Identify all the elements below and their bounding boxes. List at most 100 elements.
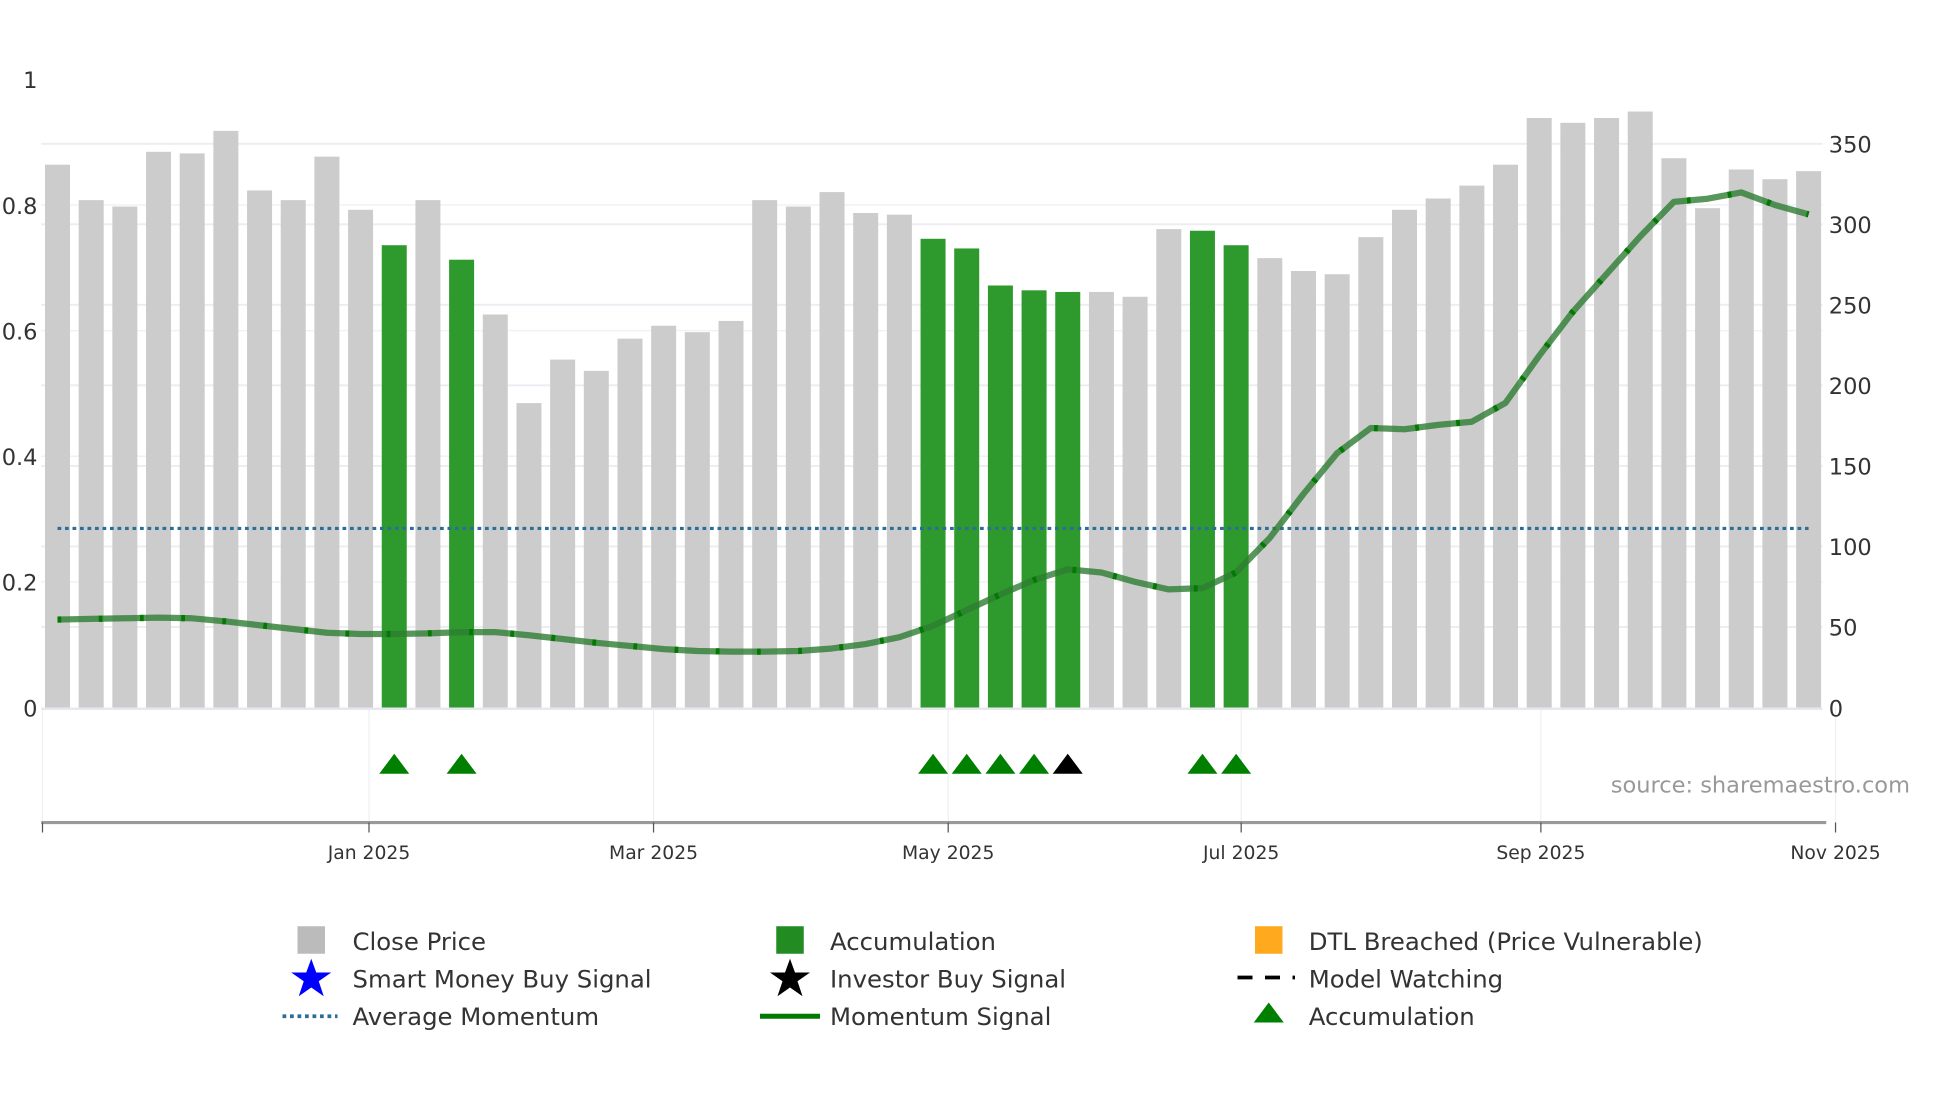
accumulation-bar — [1223, 245, 1249, 708]
legend-accumulation-square-icon — [776, 926, 804, 954]
close-price-bar — [415, 200, 441, 708]
close-price-bar — [651, 325, 677, 708]
close-price-bar — [1493, 164, 1519, 708]
accumulation-bar — [920, 238, 946, 708]
right-tick-label: 200 — [1829, 374, 1872, 400]
accumulation-triangle-marker — [1187, 753, 1218, 774]
close-price-bar — [718, 320, 744, 708]
right-tick-label: 250 — [1829, 294, 1872, 320]
close-price-bar — [617, 338, 643, 708]
close-price-bar — [853, 213, 879, 708]
signal-markers — [379, 753, 1252, 774]
legend-dtl-breached: DTL Breached (Price Vulnerable) — [1309, 927, 1703, 956]
legend-close-price-icon — [297, 926, 325, 954]
close-price-bar — [314, 156, 340, 708]
close-price-bar — [516, 403, 542, 708]
legend-investor-buy: Investor Buy Signal — [830, 965, 1066, 994]
close-price-bar — [1324, 274, 1350, 708]
close-price-bar — [146, 151, 172, 708]
accumulation-triangle-marker — [918, 753, 949, 774]
right-tick-label: 50 — [1829, 616, 1858, 642]
close-price-bar — [112, 206, 138, 708]
price-bars — [45, 111, 1822, 708]
close-price-bar — [1122, 296, 1148, 708]
accumulation-bar — [1021, 290, 1047, 708]
close-price-bar — [752, 200, 778, 708]
legend-model-watching: Model Watching — [1309, 965, 1503, 994]
accumulation-triangle-marker — [1019, 753, 1050, 774]
legend-black-star-icon — [770, 958, 810, 997]
accumulation-bar — [381, 245, 407, 708]
close-price-bar — [179, 153, 205, 708]
close-price-bar — [247, 190, 273, 708]
close-price-bar — [1762, 179, 1788, 708]
accumulation-bar — [987, 285, 1013, 708]
source-label: source: sharemaestro.com — [1611, 773, 1910, 799]
right-tick-label: 100 — [1829, 535, 1872, 561]
close-price-bar — [1425, 198, 1451, 708]
legend-accumulation-bar: Accumulation — [830, 927, 996, 956]
close-price-bar — [1695, 208, 1721, 708]
close-price-bar — [1796, 171, 1822, 708]
close-price-bar — [482, 314, 508, 708]
x-tick-label: May 2025 — [902, 843, 994, 864]
accumulation-triangle-marker — [985, 753, 1016, 774]
legend-green-triangle-icon — [1253, 1002, 1284, 1023]
legend-blue-star-icon — [291, 958, 332, 997]
momentum-lines — [57, 189, 1810, 655]
x-tick-label: Jul 2025 — [1202, 843, 1279, 864]
close-price-bar — [1661, 158, 1687, 708]
close-price-bar — [213, 130, 239, 708]
close-price-bar — [1358, 237, 1384, 708]
x-tick-label: Sep 2025 — [1496, 843, 1585, 864]
accumulation-bar — [1055, 291, 1081, 708]
momentum-signal-line — [57, 189, 1810, 655]
x-tick-label: Mar 2025 — [609, 843, 698, 864]
accumulation-bar — [1189, 230, 1215, 708]
x-tick-label: Nov 2025 — [1790, 843, 1880, 864]
close-price-bar — [78, 200, 104, 708]
accumulation-triangle-marker — [951, 753, 982, 774]
accumulation-triangle-marker — [1221, 753, 1252, 774]
close-price-bar — [886, 214, 912, 708]
close-price-bar — [1392, 209, 1417, 708]
close-price-bar — [1526, 117, 1552, 708]
left-tick-label: 0.6 — [2, 319, 38, 345]
close-price-bar — [1156, 229, 1182, 708]
left-tick-label: 0.2 — [2, 571, 38, 597]
close-price-bar — [684, 332, 710, 708]
close-price-bar — [45, 164, 70, 708]
accumulation-bar — [954, 248, 980, 708]
accumulation-bar — [449, 259, 475, 708]
close-price-bar — [819, 192, 845, 708]
right-tick-label: 150 — [1829, 455, 1872, 481]
axes: Jan 2025 Mar 2025 May 2025 Jul 2025 Sep 2025… — [2, 68, 1881, 864]
close-price-bar — [583, 370, 609, 708]
close-price-bar — [348, 209, 374, 708]
legend-accumulation-marker: Accumulation — [1309, 1002, 1475, 1031]
legend-average-momentum: Average Momentum — [353, 1002, 600, 1031]
left-tick-label: 0 — [23, 696, 37, 722]
close-price-bar — [550, 359, 576, 708]
legend-smart-money: Smart Money Buy Signal — [353, 965, 652, 994]
left-tick-label: 1 — [23, 68, 37, 94]
close-price-bar — [1728, 169, 1754, 708]
close-price-bar — [280, 200, 306, 708]
close-price-bar — [785, 206, 811, 708]
close-price-bar — [1459, 185, 1485, 708]
right-tick-label: 300 — [1829, 213, 1872, 239]
legend-dtl-square-icon — [1255, 926, 1283, 954]
close-price-bar — [1627, 111, 1653, 708]
right-tick-label: 0 — [1829, 696, 1843, 722]
investor-buy-triangle-marker — [1052, 753, 1083, 774]
legend: Close Price Accumulation DTL Breached (P… — [282, 926, 1703, 1031]
legend-close-price: Close Price — [353, 927, 487, 956]
legend-momentum-signal: Momentum Signal — [830, 1002, 1051, 1031]
left-tick-label: 0.4 — [2, 445, 38, 471]
close-price-bar — [1560, 122, 1586, 708]
close-price-bar — [1257, 258, 1283, 708]
right-tick-label: 350 — [1829, 133, 1872, 159]
left-tick-label: 0.8 — [2, 194, 38, 220]
accumulation-triangle-marker — [379, 753, 410, 774]
